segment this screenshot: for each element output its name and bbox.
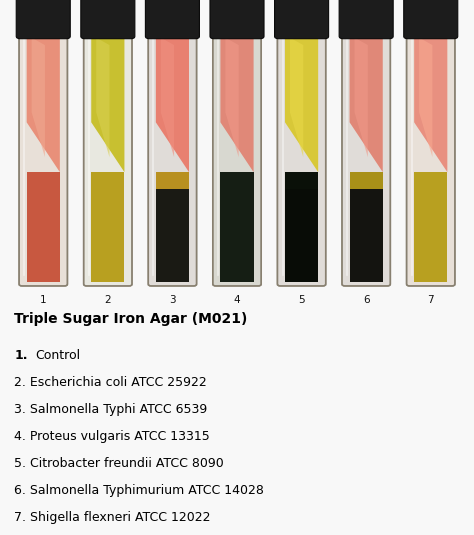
Text: 1: 1 [40, 295, 46, 305]
Polygon shape [414, 33, 447, 172]
FancyBboxPatch shape [210, 0, 264, 39]
Polygon shape [32, 37, 45, 157]
Bar [285, 188, 318, 282]
FancyBboxPatch shape [277, 28, 326, 286]
Polygon shape [220, 33, 254, 172]
Polygon shape [161, 37, 174, 157]
Polygon shape [156, 33, 189, 172]
Text: 6. Salmonella Typhimurium ATCC 14028: 6. Salmonella Typhimurium ATCC 14028 [14, 484, 264, 497]
Bar [156, 172, 189, 282]
Text: 1.: 1. [14, 349, 27, 362]
Bar [285, 172, 318, 282]
Bar [414, 172, 447, 282]
FancyBboxPatch shape [274, 0, 328, 39]
Text: 5: 5 [298, 295, 305, 305]
Text: 3. Salmonella Typhi ATCC 6539: 3. Salmonella Typhi ATCC 6539 [14, 403, 208, 416]
FancyBboxPatch shape [19, 28, 67, 286]
Text: 2: 2 [105, 295, 111, 305]
FancyBboxPatch shape [16, 0, 70, 39]
Bar [220, 172, 254, 282]
Bar [349, 172, 383, 282]
Text: 6: 6 [363, 295, 369, 305]
Polygon shape [290, 37, 303, 157]
Polygon shape [419, 37, 432, 157]
Bar [349, 188, 383, 282]
Text: 3: 3 [169, 295, 176, 305]
Polygon shape [285, 33, 318, 172]
Polygon shape [355, 37, 368, 157]
Text: Triple Sugar Iron Agar (M021): Triple Sugar Iron Agar (M021) [14, 311, 247, 326]
Polygon shape [226, 37, 238, 157]
Text: 2. Escherichia coli ATCC 25922: 2. Escherichia coli ATCC 25922 [14, 376, 207, 389]
Bar [91, 172, 124, 282]
Text: Control: Control [36, 349, 81, 362]
Text: 4. Proteus vulgaris ATCC 13315: 4. Proteus vulgaris ATCC 13315 [14, 430, 210, 443]
Polygon shape [27, 33, 60, 172]
FancyBboxPatch shape [81, 0, 135, 39]
FancyBboxPatch shape [83, 28, 132, 286]
Bar [156, 188, 189, 282]
FancyBboxPatch shape [146, 0, 200, 39]
Text: 5. Citrobacter freundii ATCC 8090: 5. Citrobacter freundii ATCC 8090 [14, 457, 224, 470]
Text: 7. Shigella flexneri ATCC 12022: 7. Shigella flexneri ATCC 12022 [14, 511, 211, 524]
FancyBboxPatch shape [213, 28, 261, 286]
Text: 4: 4 [234, 295, 240, 305]
FancyBboxPatch shape [339, 0, 393, 39]
FancyBboxPatch shape [404, 0, 458, 39]
FancyBboxPatch shape [342, 28, 390, 286]
Polygon shape [96, 37, 109, 157]
FancyBboxPatch shape [148, 28, 197, 286]
Polygon shape [91, 33, 124, 172]
Polygon shape [349, 33, 383, 172]
Bar [27, 172, 60, 282]
FancyBboxPatch shape [407, 28, 455, 286]
Text: 7: 7 [428, 295, 434, 305]
